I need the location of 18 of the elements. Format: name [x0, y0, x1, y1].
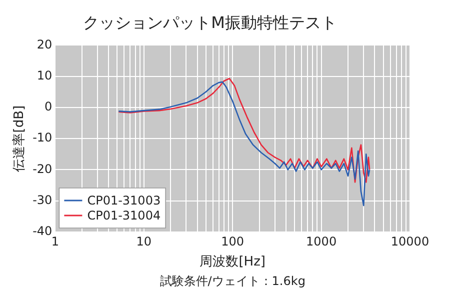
y-tick-label: -20: [32, 162, 52, 176]
x-tick-label: 1: [51, 234, 60, 248]
x-tick-label: 100: [221, 234, 244, 248]
legend-label: CP01-31003: [87, 194, 161, 208]
y-tick-label: -10: [32, 130, 52, 145]
text: 試験条件/ウェイト：1.6kg: [160, 274, 306, 288]
legend-label: CP01-31004: [87, 208, 161, 223]
x-tick-label: 10: [136, 234, 152, 248]
x-tick-label: 10000: [390, 234, 430, 248]
y-tick-label: 0: [44, 100, 52, 114]
x-axis-title: 周波数[Hz]: [200, 254, 266, 270]
x-tick-label: 1000: [306, 234, 337, 248]
y-tick-label: 20: [36, 37, 52, 52]
y-tick-label: 10: [36, 68, 52, 82]
y-axis-title: 伝達率[dB]: [11, 105, 28, 172]
y-tick-label: -30: [32, 192, 52, 207]
chart-title: クッションパットM振動特性テスト: [83, 12, 337, 32]
y-tick-label: -40: [32, 224, 52, 238]
